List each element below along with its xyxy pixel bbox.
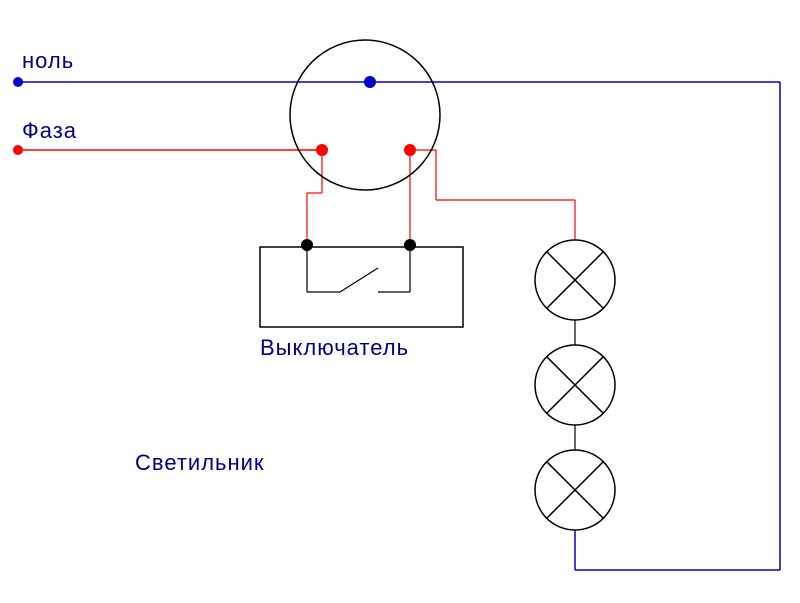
lamp-group [535, 240, 615, 530]
switch-lever [340, 268, 378, 292]
label-lamp: Светильник [135, 450, 265, 476]
label-switch: Выключатель [260, 335, 409, 361]
junction-node-phase-in [316, 144, 328, 156]
phase-start-node [13, 145, 23, 155]
switch-group [260, 239, 463, 327]
lamp-2 [535, 345, 615, 425]
junction-node-phase-out [404, 144, 416, 156]
label-neutral: ноль [22, 48, 74, 74]
neutral-start-node [13, 77, 23, 87]
diagram-svg [0, 0, 800, 603]
lamp-3 [535, 450, 615, 530]
wiring-diagram: ноль Фаза Выключатель Светильник [0, 0, 800, 603]
junction-box [290, 40, 440, 190]
phase-wire-group [13, 145, 575, 245]
neutral-wire-group [13, 77, 780, 570]
junction-node-neutral [364, 76, 376, 88]
label-phase: Фаза [22, 118, 77, 144]
switch-box [260, 247, 463, 327]
lamp-1 [535, 240, 615, 320]
